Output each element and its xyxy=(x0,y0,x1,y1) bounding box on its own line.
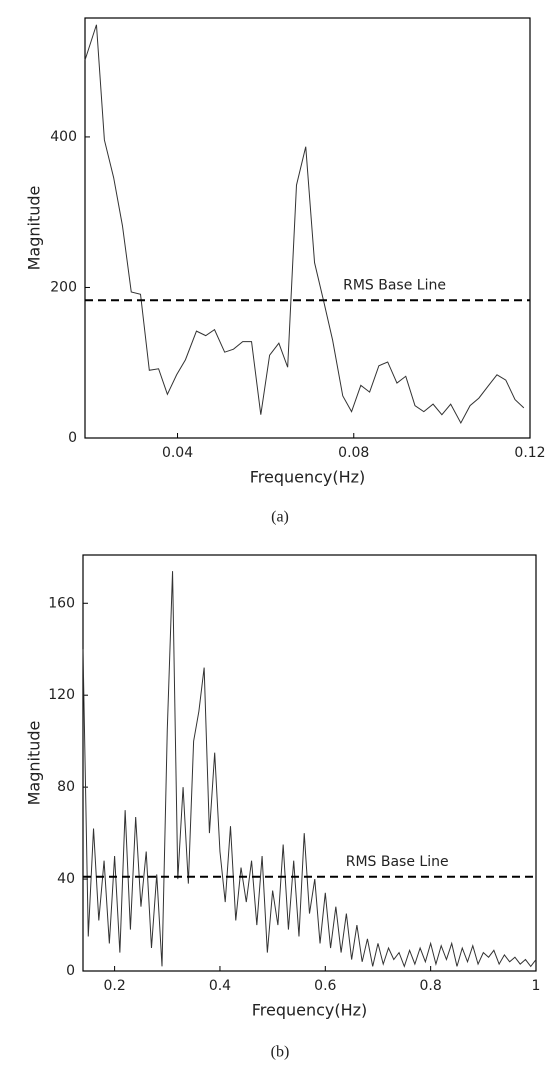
plot-frame xyxy=(82,554,537,972)
x-tick-label: 0.6 xyxy=(314,978,336,994)
y-tick-label: 80 xyxy=(57,779,75,795)
y-tick-label: 40 xyxy=(57,871,75,887)
x-tick-label: 0.12 xyxy=(514,445,545,461)
data-line xyxy=(84,24,525,425)
plot-frame xyxy=(84,17,531,439)
x-tick-label: 0.2 xyxy=(103,978,125,994)
x-tick-label: 0.04 xyxy=(162,445,193,461)
y-tick-label: 0 xyxy=(66,963,75,979)
caption: (b) xyxy=(271,1044,290,1061)
y-tick-label: 400 xyxy=(50,129,77,145)
y-tick-label: 200 xyxy=(50,279,77,295)
y-axis-label: Magnitude xyxy=(25,186,44,271)
x-axis-label: Frequency(Hz) xyxy=(250,468,366,487)
x-tick-label: 0.08 xyxy=(338,445,369,461)
y-tick-label: 120 xyxy=(48,687,75,703)
y-tick-label: 160 xyxy=(48,595,75,611)
caption: (a) xyxy=(271,509,289,526)
x-tick-label: 0.4 xyxy=(209,978,231,994)
rms-label: RMS Base Line xyxy=(346,854,449,870)
x-tick-label: 0.8 xyxy=(420,978,442,994)
x-tick-label: 1 xyxy=(532,978,541,994)
x-axis-label: Frequency(Hz) xyxy=(252,1001,368,1020)
y-tick-label: 0 xyxy=(68,430,77,446)
data-line xyxy=(82,571,537,968)
y-axis-label: Magnitude xyxy=(25,721,44,806)
rms-label: RMS Base Line xyxy=(343,277,446,293)
